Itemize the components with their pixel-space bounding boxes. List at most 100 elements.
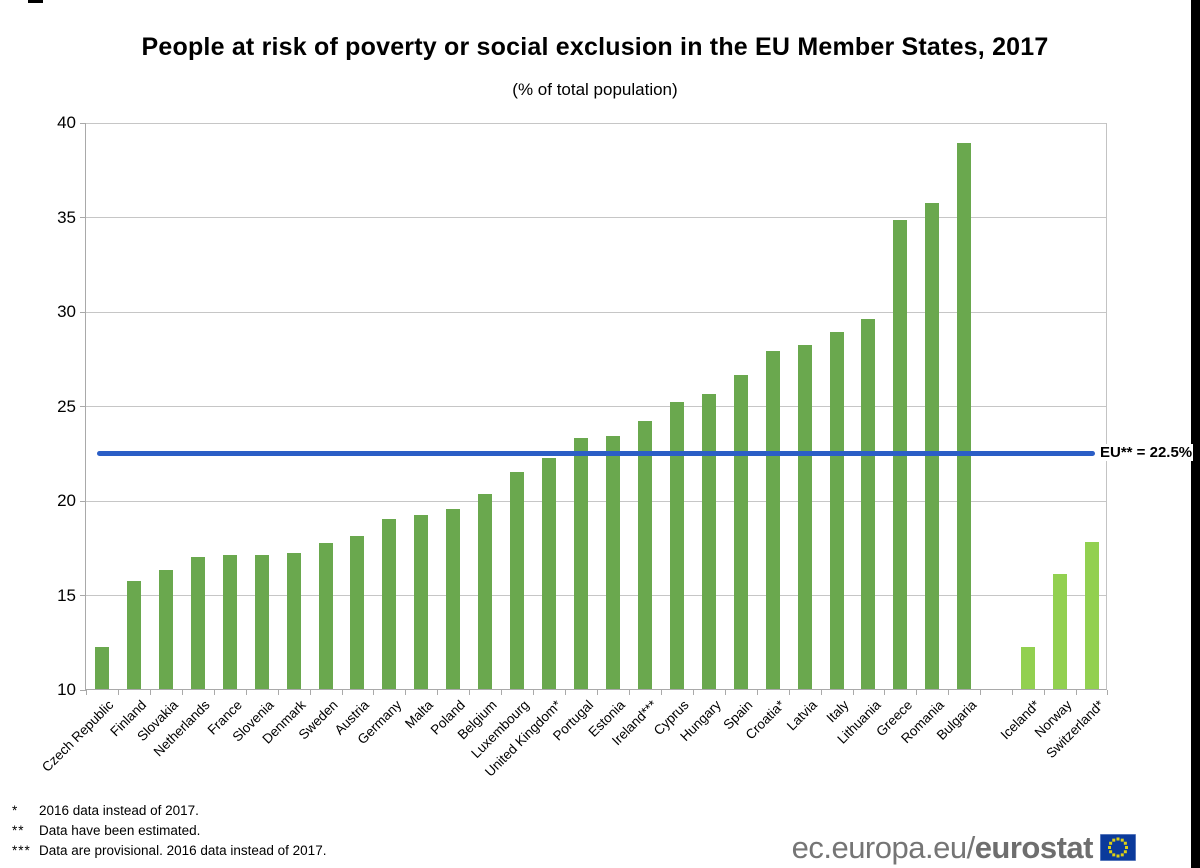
- x-tick: [86, 690, 87, 695]
- y-axis-label-10: 10: [57, 680, 76, 699]
- bar-czech-republic: [94, 647, 109, 689]
- bar-iceland: [1021, 647, 1036, 689]
- x-tick: [1044, 690, 1046, 695]
- bar-slovakia: [158, 569, 173, 689]
- x-axis-label-latvia: Latvia: [783, 697, 820, 734]
- eu-average-label: EU** = 22.5%: [1099, 444, 1194, 461]
- screenshot-edge-strip: [1191, 0, 1200, 868]
- x-tick: [948, 690, 950, 695]
- bar-poland: [446, 509, 461, 689]
- bar-estonia: [605, 435, 620, 689]
- y-tick-35: [80, 217, 86, 218]
- bar-ireland: [637, 420, 652, 689]
- x-axis-label-italy: Italy: [823, 697, 852, 726]
- scan-artifact: [28, 0, 43, 3]
- footnote-text: 2016 data instead of 2017.: [39, 803, 199, 818]
- x-tick: [181, 690, 183, 695]
- bar-italy: [829, 331, 844, 689]
- x-tick: [1076, 690, 1078, 695]
- x-tick: [916, 690, 918, 695]
- plot-area: [80, 122, 1108, 695]
- x-axis-labels: Czech Republic Finland Slovakia Netherlands…: [39, 690, 1107, 805]
- x-tick: [213, 690, 215, 695]
- x-tick: [756, 690, 758, 695]
- footnote-marker: **: [12, 823, 25, 838]
- x-tick: [565, 690, 567, 695]
- eurostat-url: ec.europa.eu/eurostat: [791, 829, 1094, 865]
- x-tick: [117, 690, 119, 695]
- x-axis-label-iceland: Iceland*: [997, 697, 1044, 743]
- eurostat-url-regular: ec.europa.eu/: [791, 829, 976, 865]
- footnote-text: Data are provisional. 2016 data instead …: [39, 843, 327, 858]
- x-tick: [405, 690, 407, 695]
- x-tick: [1107, 690, 1108, 695]
- bar-netherlands: [190, 556, 205, 689]
- bar-latvia: [797, 345, 812, 689]
- gridline-30: [86, 311, 1106, 313]
- bar-malta: [414, 515, 429, 689]
- x-tick: [980, 690, 982, 695]
- gridline-15: [86, 595, 1106, 596]
- gridline-35: [86, 217, 1106, 218]
- x-tick: [373, 690, 375, 695]
- x-tick: [692, 690, 694, 695]
- y-axis-label-25: 25: [57, 396, 76, 416]
- x-tick: [309, 690, 311, 695]
- gridline-40: [86, 123, 1106, 124]
- bar-lithuania: [861, 318, 876, 689]
- chart-title: People at risk of poverty or social excl…: [141, 33, 1049, 61]
- footnote-row: ** Data have been estimated.: [12, 821, 326, 841]
- x-tick: [277, 690, 279, 695]
- x-tick: [437, 690, 439, 695]
- x-tick: [660, 690, 662, 695]
- bar-luxembourg: [510, 471, 525, 689]
- footnote-text: Data have been estimated.: [39, 823, 201, 838]
- bar-belgium: [478, 494, 493, 689]
- eu-flag-icon: [1100, 833, 1136, 861]
- x-tick: [788, 690, 790, 695]
- x-tick: [469, 690, 471, 695]
- x-tick: [820, 690, 822, 695]
- gridline-25: [86, 406, 1106, 407]
- eu-average-line: [97, 451, 1095, 457]
- y-tick-25: [80, 406, 86, 407]
- bar-croatia: [765, 350, 780, 689]
- x-tick: [852, 690, 854, 695]
- y-axis-labels: 10 15 20 25 30 35 40: [28, 113, 76, 699]
- bar-norway: [1053, 573, 1068, 689]
- x-axis-label-czech-republic: Czech Republic: [39, 697, 117, 775]
- x-tick: [1012, 690, 1014, 695]
- footnote-row: *** Data are provisional. 2016 data inst…: [12, 841, 326, 861]
- footnote-marker: ***: [12, 843, 31, 858]
- footnotes: * 2016 data instead of 2017. ** Data hav…: [12, 801, 326, 861]
- footnote-marker: *: [12, 803, 19, 818]
- bar-austria: [350, 535, 365, 689]
- eurostat-branding: ec.europa.eu/eurostat: [792, 831, 1136, 863]
- y-axis-label-40: 40: [57, 113, 76, 132]
- y-axis-label-20: 20: [57, 491, 76, 510]
- bar-sweden: [318, 543, 333, 689]
- bar-switzerland: [1085, 541, 1100, 689]
- x-tick: [724, 690, 726, 695]
- bar-hungary: [701, 394, 716, 689]
- y-tick-40: [80, 122, 86, 124]
- bar-germany: [382, 518, 397, 689]
- y-axis-label-30: 30: [57, 302, 76, 321]
- x-tick: [884, 690, 886, 695]
- bar-denmark: [286, 552, 301, 689]
- gridline-20: [86, 500, 1106, 502]
- bar-bulgaria: [957, 142, 972, 689]
- footnote-row: * 2016 data instead of 2017.: [12, 801, 326, 821]
- y-tick-10: [80, 689, 86, 691]
- chart-subtitle: (% of total population): [512, 80, 678, 99]
- bar-cyprus: [669, 401, 684, 689]
- y-axis-label-15: 15: [57, 585, 76, 605]
- x-tick: [245, 690, 247, 695]
- bar-slovenia: [254, 554, 269, 689]
- y-tick-30: [80, 311, 86, 313]
- x-tick: [149, 690, 151, 695]
- bar-spain: [733, 375, 748, 689]
- bar-portugal: [574, 437, 589, 689]
- bar-romania: [925, 203, 940, 689]
- bar-france: [222, 554, 237, 689]
